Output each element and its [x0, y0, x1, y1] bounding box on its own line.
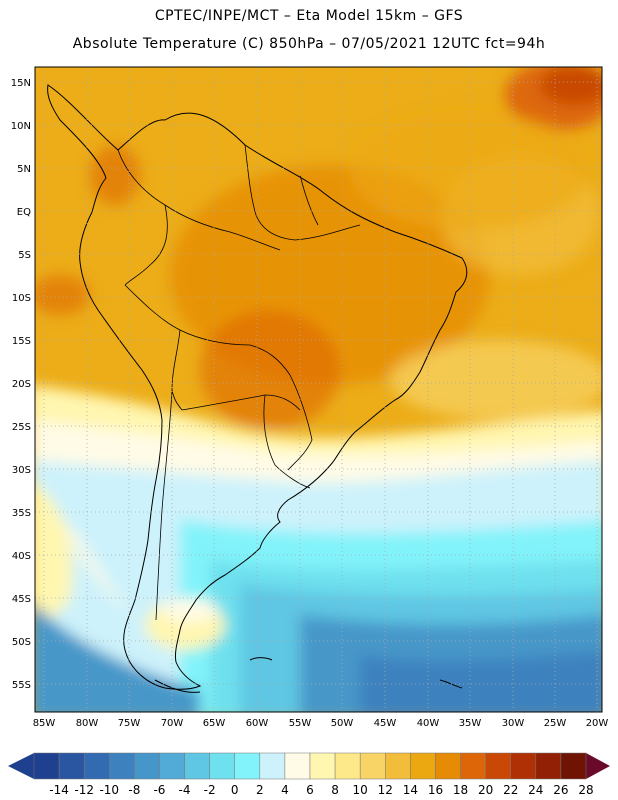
colorbar-cell: [535, 752, 562, 780]
lat-label: 45S: [12, 594, 31, 605]
lat-label: 30S: [12, 465, 31, 476]
lon-label: 85W: [33, 718, 56, 729]
country-borders: [117, 144, 361, 621]
lat-label: 15S: [12, 336, 31, 347]
lon-label: 50W: [331, 718, 354, 729]
colorbar-tick-label: 28: [578, 783, 593, 797]
lat-label: 35S: [12, 508, 31, 519]
colorbar-cell: [184, 752, 210, 780]
lat-label: 10S: [12, 293, 31, 304]
lon-label: 35W: [459, 718, 482, 729]
colorbar-cell: [385, 752, 411, 780]
colorbar-cell: [510, 752, 537, 780]
colorbar-tick-label: 0: [231, 783, 239, 797]
lon-label: 40W: [417, 718, 440, 729]
colorbar-tick-label: -2: [204, 783, 216, 797]
lon-label: 60W: [246, 718, 269, 729]
lat-label: 10N: [11, 121, 31, 132]
lon-label: 80W: [76, 718, 99, 729]
colorbar-tick-label: 10: [353, 783, 368, 797]
lat-label: 5S: [18, 250, 31, 261]
graticule: [35, 67, 602, 712]
colorbar-cell: [33, 752, 60, 780]
colorbar-cell: [309, 752, 336, 780]
lat-label: 15N: [11, 78, 31, 89]
colorbar-tick-label: -6: [153, 783, 165, 797]
colorbar-tick-label: 14: [403, 783, 418, 797]
colorbar-tick-label: -10: [99, 783, 119, 797]
colorbar-cell: [209, 752, 235, 780]
colorbar-tick-label: -12: [74, 783, 94, 797]
latitude-axis: 15N 10N 5N EQ 5S 10S 15S 20S 25S 30S 35S…: [11, 78, 31, 691]
colorbar-cell: [159, 752, 185, 780]
colorbar-tick-label: 4: [281, 783, 289, 797]
map-title-line2: Absolute Temperature (C) 850hPa – 07/05/…: [72, 36, 546, 52]
colorbar-cell: [560, 752, 587, 780]
longitude-axis: 85W 80W 75W 70W 65W 60W 55W 50W 45W 40W …: [33, 718, 609, 729]
colorbar-max-arrow: [586, 753, 610, 779]
lon-label: 65W: [203, 718, 226, 729]
lat-label: 40S: [12, 551, 31, 562]
colorbar-min-arrow: [8, 753, 34, 779]
colorbar-tick-label: 2: [256, 783, 264, 797]
colorbar-tick-label: 16: [428, 783, 443, 797]
colorbar-cell: [58, 752, 85, 780]
colorbar-tick-label: 8: [331, 783, 339, 797]
map-frame: [34, 66, 603, 713]
lon-label: 75W: [118, 718, 141, 729]
colorbar-cell: [109, 752, 135, 780]
colorbar-cell: [334, 752, 361, 780]
colorbar-tick-label: 12: [378, 783, 393, 797]
lon-label: 70W: [161, 718, 184, 729]
colorbar-cell: [410, 752, 436, 780]
coastline: [47, 84, 468, 693]
lon-label: 20W: [586, 718, 609, 729]
colorbar-tick-label: -4: [179, 783, 191, 797]
colorbar-tick-label: -8: [128, 783, 140, 797]
colorbar-tick-label: 22: [503, 783, 518, 797]
colorbar-tick-label: 26: [553, 783, 568, 797]
lat-label: 5N: [17, 164, 31, 175]
lat-label: EQ: [17, 207, 31, 218]
lat-label: 20S: [12, 379, 31, 390]
lon-label: 55W: [289, 718, 312, 729]
lat-label: 50S: [12, 637, 31, 648]
colorbar-tick-label: 20: [478, 783, 493, 797]
colorbar-cell: [435, 752, 461, 780]
lat-label: 25S: [12, 422, 31, 433]
colorbar-cell: [83, 752, 110, 780]
lon-label: 25W: [544, 718, 567, 729]
colorbar-tick-label: 18: [453, 783, 468, 797]
map-title-line1: CPTEC/INPE/MCT – Eta Model 15km – GFS: [154, 8, 464, 24]
colorbar-cell: [359, 752, 386, 780]
colorbar-cell: [485, 752, 511, 780]
colorbar-tick-label: 24: [528, 783, 543, 797]
colorbar-cell: [134, 752, 160, 780]
colorbar-tick-label: 6: [306, 783, 314, 797]
colorbar-tick-label: -14: [49, 783, 69, 797]
colorbar: -14 -12 -10 -8 -6 -4 -2 0 2 4 6 8 10 12 14 16 18 20 22 24 26…: [8, 752, 610, 797]
colorbar-cell: [259, 752, 286, 780]
lon-label: 30W: [502, 718, 525, 729]
lat-label: 55S: [12, 680, 31, 691]
lon-label: 45W: [374, 718, 397, 729]
colorbar-cell: [460, 752, 486, 780]
colorbar-cell: [234, 752, 261, 780]
temperature-field: [35, 67, 602, 712]
colorbar-cell: [284, 752, 311, 780]
